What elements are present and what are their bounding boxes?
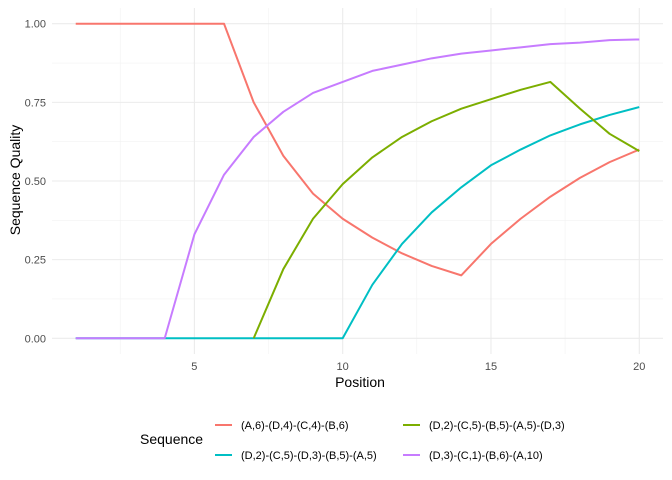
x-tick-label: 15 [485, 361, 497, 373]
legend-label: (D,3)-(C,1)-(B,6)-(A,10) [429, 450, 543, 462]
y-tick-label: 0.25 [25, 255, 46, 267]
legend-label: (D,2)-(C,5)-(B,5)-(A,5)-(D,3) [429, 420, 565, 432]
y-tick-label: 0.75 [25, 97, 46, 109]
y-tick-label: 1.00 [25, 19, 46, 31]
x-axis-title: Position [335, 374, 385, 390]
x-axis: 5 10 15 20 [191, 361, 645, 373]
legend-label: (A,6)-(D,4)-(C,4)-(B,6) [241, 420, 349, 432]
y-tick-label: 0.50 [25, 176, 46, 188]
grid [52, 8, 663, 354]
y-tick-label: 0.00 [25, 333, 46, 345]
legend-title: Sequence [140, 431, 203, 447]
legend-label: (D,2)-(C,5)-(D,3)-(B,5)-(A,5) [241, 450, 377, 462]
x-tick-label: 5 [191, 361, 197, 373]
series-line-3 [252, 80, 640, 339]
series-line-1 [75, 22, 640, 277]
legend: Sequence (A,6)-(D,4)-(C,4)-(B,6) (D,2)-(C… [140, 420, 565, 462]
x-tick-label: 20 [633, 361, 645, 373]
x-tick-label: 10 [337, 361, 349, 373]
series-line-4 [75, 38, 640, 340]
y-axis-title: Sequence Quality [7, 125, 23, 236]
y-axis: 0.00 0.25 0.50 0.75 1.00 [25, 19, 46, 346]
series-lines [75, 22, 640, 340]
series-line-2 [75, 106, 640, 340]
